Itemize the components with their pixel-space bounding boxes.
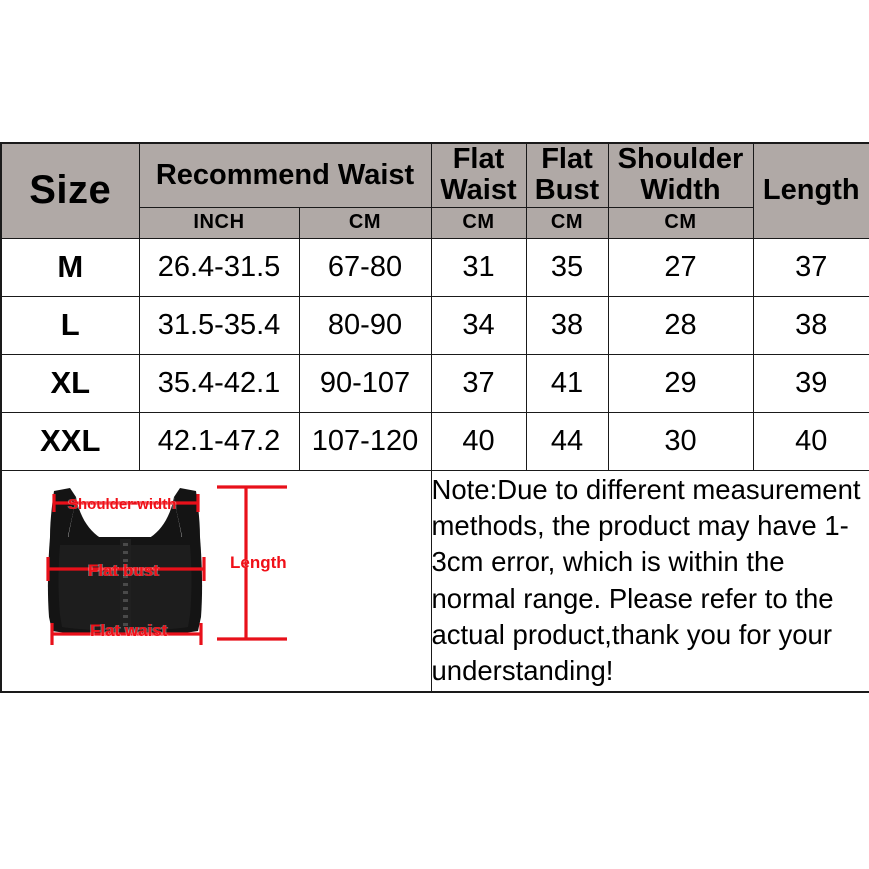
unit-cm-recommend: CM [298, 206, 432, 239]
cell-waist-cm: 107-120 [298, 411, 432, 471]
annotation-flat-bust: Flat bust [88, 560, 159, 580]
measurement-diagram: Shoulder width Flat bust Flat waist Leng… [2, 471, 296, 691]
measurement-lines-overlay [46, 485, 287, 645]
table-row: M 26.4-31.5 67-80 31 35 27 37 [0, 237, 869, 297]
cell-flat-waist: 40 [430, 411, 527, 471]
cell-flat-waist: 37 [430, 353, 527, 413]
cell-size: L [0, 295, 140, 355]
cell-flat-bust: 44 [525, 411, 609, 471]
annotation-length: Length [230, 552, 287, 572]
annotation-shoulder-width: Shoulder width [68, 495, 177, 513]
cell-waist-inch: 26.4-31.5 [138, 237, 300, 297]
cell-waist-inch: 42.1-47.2 [138, 411, 300, 471]
unit-cm-shoulder: CM [607, 206, 754, 239]
cell-waist-inch: 31.5-35.4 [138, 295, 300, 355]
cell-length: 40 [752, 411, 869, 471]
cell-flat-waist: 34 [430, 295, 527, 355]
table-row: XXL 42.1-47.2 107-120 40 44 30 40 [0, 411, 869, 471]
cell-size: XXL [0, 411, 140, 471]
cell-length: 39 [752, 353, 869, 413]
size-chart-sheet: Size Recommend Waist Flat Waist Flat Bus… [0, 142, 869, 711]
cell-length: 38 [752, 295, 869, 355]
cell-waist-inch: 35.4-42.1 [138, 353, 300, 413]
cell-shoulder-width: 28 [607, 295, 754, 355]
vest-garment-illustration [47, 487, 203, 636]
note-text: Note:Due to different measurement method… [430, 469, 869, 693]
cell-flat-bust: 35 [525, 237, 609, 297]
cell-waist-cm: 67-80 [298, 237, 432, 297]
unit-inch: INCH [138, 206, 300, 239]
header-flat-waist: Flat Waist [430, 142, 527, 208]
unit-cm-flat-waist: CM [430, 206, 527, 239]
cell-length: 37 [752, 237, 869, 297]
cell-flat-bust: 38 [525, 295, 609, 355]
cell-shoulder-width: 29 [607, 353, 754, 413]
cell-shoulder-width: 27 [607, 237, 754, 297]
cell-flat-bust: 41 [525, 353, 609, 413]
annotation-flat-waist: Flat waist [90, 620, 168, 640]
cell-waist-cm: 90-107 [298, 353, 432, 413]
table-row: L 31.5-35.4 80-90 34 38 28 38 [0, 295, 869, 355]
table-row: XL 35.4-42.1 90-107 37 41 29 39 [0, 353, 869, 413]
cell-size: M [0, 237, 140, 297]
header-size: Size [0, 142, 140, 239]
header-recommend-waist: Recommend Waist [138, 142, 432, 208]
header-flat-bust: Flat Bust [525, 142, 609, 208]
cell-size: XL [0, 353, 140, 413]
table-footer-row: Shoulder width Flat bust Flat waist Leng… [0, 469, 869, 693]
unit-cm-flat-bust: CM [525, 206, 609, 239]
table-header-row-units: INCH CM CM CM CM [1, 206, 869, 239]
cell-waist-cm: 80-90 [298, 295, 432, 355]
header-shoulder-width: Shoulder Width [607, 142, 754, 208]
measurement-diagram-cell: Shoulder width Flat bust Flat waist Leng… [0, 469, 432, 693]
cell-flat-waist: 31 [430, 237, 527, 297]
header-length: Length [752, 142, 869, 239]
size-chart-table: Size Recommend Waist Flat Waist Flat Bus… [0, 142, 869, 693]
cell-shoulder-width: 30 [607, 411, 754, 471]
table-header-row-main: Size Recommend Waist Flat Waist Flat Bus… [0, 142, 869, 239]
